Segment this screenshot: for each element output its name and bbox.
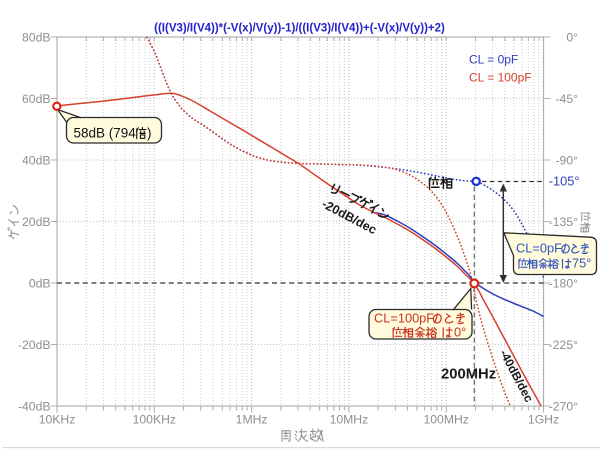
svg-text:0°: 0° xyxy=(566,31,578,45)
svg-text:20dB: 20dB xyxy=(22,215,50,229)
svg-text:40dB: 40dB xyxy=(22,154,50,168)
svg-text:75°: 75° xyxy=(572,256,591,271)
svg-text:-270°: -270° xyxy=(549,400,578,414)
svg-text:-20dB: -20dB xyxy=(18,338,51,352)
svg-text:CL=0pF: CL=0pF xyxy=(516,241,562,256)
svg-text:CL=100pF: CL=100pF xyxy=(374,311,434,326)
svg-text:-45°: -45° xyxy=(556,92,579,106)
svg-text:-135°: -135° xyxy=(549,215,578,229)
svg-text:80dB: 80dB xyxy=(22,31,50,45)
svg-text:1GHz: 1GHz xyxy=(528,413,559,427)
svg-text:0dB: 0dB xyxy=(29,277,51,291)
svg-text:-180°: -180° xyxy=(549,277,578,291)
svg-text:100MHz: 100MHz xyxy=(424,413,469,427)
svg-text:200MHz: 200MHz xyxy=(441,367,496,383)
svg-text:60dB: 60dB xyxy=(22,92,50,106)
svg-text:-225°: -225° xyxy=(549,338,578,352)
svg-text:CL = 100pF: CL = 100pF xyxy=(469,71,532,85)
svg-text:): ) xyxy=(147,126,152,141)
svg-text:-40dB: -40dB xyxy=(18,400,51,414)
svg-text:100KHz: 100KHz xyxy=(133,413,176,427)
svg-text:-90°: -90° xyxy=(556,154,579,168)
svg-text:58dB (794: 58dB (794 xyxy=(74,126,137,141)
svg-text:10KHz: 10KHz xyxy=(39,413,76,427)
svg-text:10MHz: 10MHz xyxy=(330,413,369,427)
svg-text:0°: 0° xyxy=(454,325,466,340)
svg-text:-105°: -105° xyxy=(549,174,580,189)
svg-text:1MHz: 1MHz xyxy=(236,413,268,427)
svg-text:CL = 0pF: CL = 0pF xyxy=(469,53,518,67)
svg-text:((I(V3)/I(V4))*(-V(x)/V(y))-1): ((I(V3)/I(V4))*(-V(x)/V(y))-1)/((I(V3)/I… xyxy=(154,23,445,35)
